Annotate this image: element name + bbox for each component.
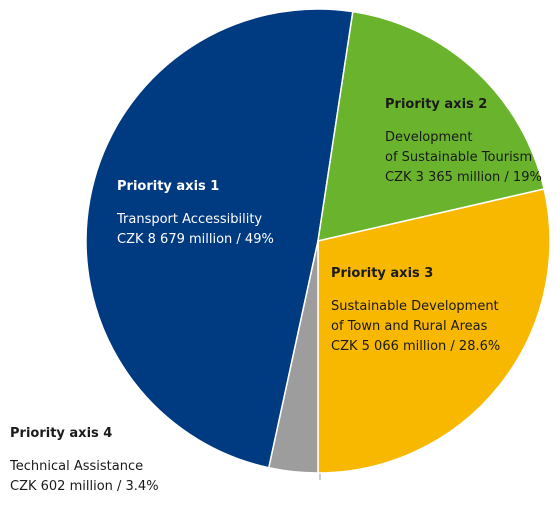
pie-slice: [317, 188, 551, 474]
slice-value-label: CZK 602 million / 3.4%: [10, 479, 159, 494]
slice-description: Transport Accessibility: [116, 212, 262, 227]
slice-description: of Sustainable Tourism: [385, 150, 532, 165]
slice-description: Technical Assistance: [9, 459, 143, 474]
slice-title: Priority axis 3: [331, 266, 433, 281]
pie-slice: [267, 240, 319, 474]
pie-slice: [85, 8, 354, 469]
slice-title: Priority axis 2: [385, 97, 487, 112]
slice-description: Development: [385, 130, 473, 145]
slice-value-label: CZK 3 365 million / 19%: [385, 170, 542, 185]
slice-description: of Town and Rural Areas: [331, 319, 488, 334]
slice-title: Priority axis 1: [117, 179, 219, 194]
pie-slice: [317, 10, 545, 242]
slice-description: Sustainable Development: [331, 299, 499, 314]
slice-title: Priority axis 4: [10, 426, 112, 441]
slice-value-label: CZK 8 679 million / 49%: [117, 232, 274, 247]
slice-value-label: CZK 5 066 million / 28.6%: [331, 339, 500, 354]
